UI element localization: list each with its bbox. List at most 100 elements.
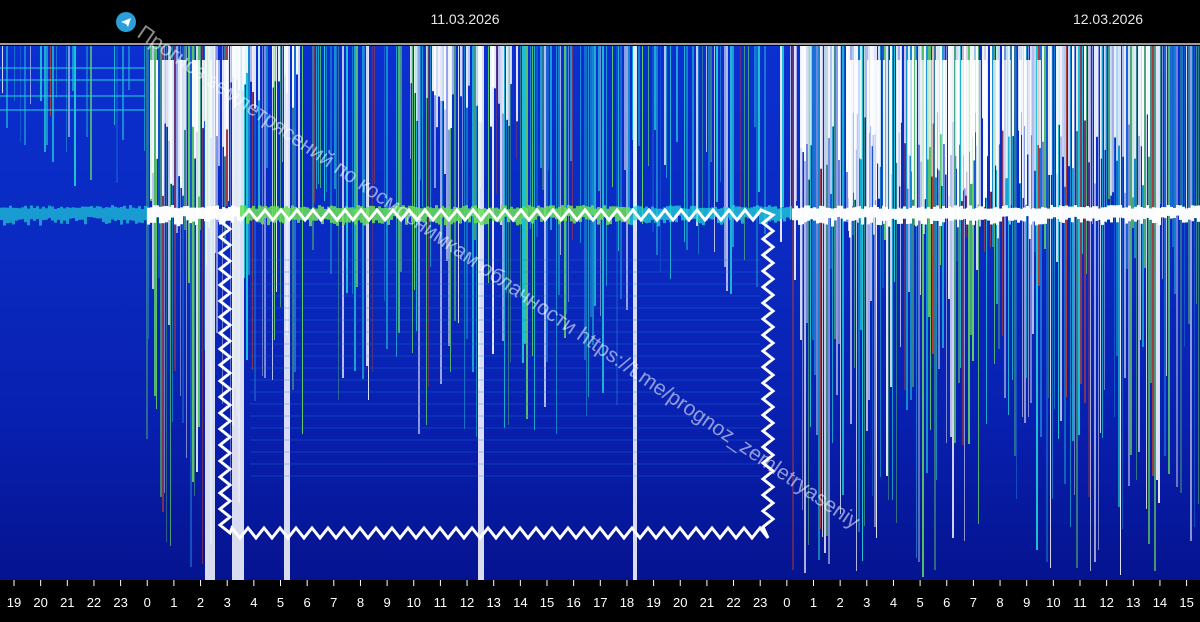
spectral-streak [1076,46,1078,568]
saturation-column [907,60,909,189]
saturation-column [170,60,172,184]
spectral-streak [548,46,549,170]
band-segment [1053,206,1056,218]
band-segment [135,208,138,224]
band-segment [231,205,234,223]
spectral-streak [1108,46,1110,199]
band-segment [1080,207,1083,223]
band-segment [312,207,315,221]
spectral-streak [1086,46,1087,274]
spectral-streak [164,46,165,493]
spectral-streak [1192,46,1193,205]
spectral-streak [532,46,533,356]
band-segment [0,207,3,221]
x-tick-label: 1 [810,595,817,610]
x-axis-ticks: 19 20 21 22 23 0 1 2 3 4 5 6 7 8 9 10 11 12 13 14 15 16 17 18 19… [7,580,1194,610]
spectral-streak [1128,46,1130,486]
x-tick-label: 6 [304,595,311,610]
saturation-column [1037,60,1039,146]
spectral-streak [972,46,974,361]
saturation-column [152,60,154,174]
band-segment [1083,207,1086,219]
spectral-streak [754,46,756,127]
spectral-streak [1074,46,1075,495]
band-segment [1023,207,1026,222]
band-segment [906,208,909,224]
spectral-streak [744,46,745,260]
spectral-streak [1148,46,1150,544]
spectral-streak [1022,46,1023,417]
band-segment [21,207,24,220]
spectral-streak [696,46,698,226]
band-segment [828,207,831,219]
saturation-column [1114,46,1116,138]
spectral-streak [430,46,431,267]
spectral-streak [648,46,649,166]
band-segment [765,206,768,224]
spectral-streak [628,46,630,222]
spectral-streak [594,46,596,306]
saturation-column [969,60,971,152]
saturation-column [997,60,999,239]
spectral-streak [398,46,400,333]
saturation-column [244,46,246,85]
band-segment [960,205,963,221]
band-segment [1074,205,1077,217]
saturation-column [1019,60,1021,184]
band-segment [591,205,594,216]
band-segment [396,205,399,219]
spectral-streak [710,46,712,162]
saturation-column [802,46,804,153]
band-segment [927,207,930,219]
x-tick-label: 11 [434,595,448,610]
band-segment [48,205,51,219]
band-segment [795,205,798,221]
spectral-streak [448,46,450,346]
spectral-streak [642,46,643,224]
spectral-streak [916,46,917,558]
spectral-streak [1172,46,1174,247]
band-segment [978,206,981,220]
band-segment [963,208,966,220]
saturation-column [272,46,274,88]
band-segment [1101,207,1104,225]
band-segment [108,207,111,224]
spectral-streak [1136,46,1137,480]
spectral-streak [1154,46,1156,571]
spectral-streak [396,46,397,357]
band-segment [909,207,912,224]
band-segment [132,207,135,221]
band-segment [1125,207,1128,224]
band-segment [99,206,102,219]
x-tick-label: 20 [673,595,687,610]
band-segment [672,206,675,217]
band-segment [873,205,876,218]
spectral-streak [698,46,699,254]
saturation-column [923,60,925,235]
spectral-streak [422,46,423,207]
spectral-streak [816,46,818,435]
x-tick-label: 11 [1073,595,1087,610]
x-tick-label: 10 [407,595,421,610]
spectral-streak [856,46,857,571]
spectral-streak [1070,46,1071,527]
band-segment [201,207,204,219]
saturation-column [1146,46,1148,115]
band-segment [87,206,90,217]
band-segment [168,206,171,221]
spectral-streak [20,46,21,142]
spectral-streak [928,46,930,317]
spectral-streak [714,46,715,252]
band-segment [861,208,864,225]
saturation-column [851,60,853,207]
x-tick-label: 22 [726,595,740,610]
spectral-streak [302,46,303,434]
band-segment [1116,205,1119,223]
spectral-streak [282,46,283,162]
spectral-streak [1102,46,1103,438]
x-tick-label: 4 [890,595,897,610]
band-segment [669,205,672,223]
band-segment [303,206,306,221]
band-segment [999,208,1002,222]
saturation-column [510,46,512,84]
